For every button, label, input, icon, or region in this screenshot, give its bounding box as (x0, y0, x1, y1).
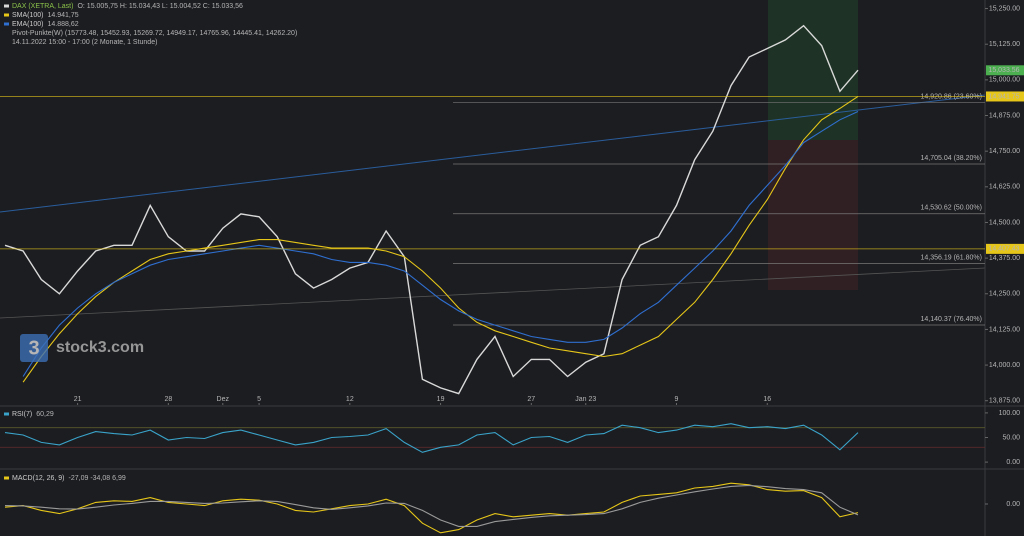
legend-value: O: 15.005,75 H: 15.034,43 L: 15.004,52 C… (77, 3, 243, 10)
x-tick-label: 28 (164, 396, 172, 403)
y-tick-label: 14,500.00 (989, 219, 1020, 226)
x-tick-label: 5 (257, 396, 261, 403)
legend-value: 14.941,75 (48, 12, 79, 19)
legend-value: 14.888,62 (48, 21, 79, 28)
position-profit-zone (768, 0, 858, 140)
legend-name: RSI(7) (12, 411, 32, 418)
legend-swatch (4, 412, 9, 416)
y-tick-label: 14,750.00 (989, 148, 1020, 155)
watermark-glyph: 3 (28, 337, 39, 359)
legend-value: 60,29 (36, 411, 54, 418)
y-tick-label: 14,625.00 (989, 184, 1020, 191)
x-tick-label: 9 (675, 396, 679, 403)
legend-name: SMA(100) (12, 12, 44, 19)
x-tick-label: 12 (346, 396, 354, 403)
legend-swatch (4, 4, 9, 8)
watermark-text: stock3.com (56, 339, 144, 356)
fib-label: 14,705.04 (38.20%) (921, 155, 983, 162)
x-tick-label: 21 (74, 396, 82, 403)
legend-value: -27,09 -34,08 6,99 (69, 475, 126, 482)
y-tick-label: 13,875.00 (989, 398, 1020, 405)
trend-line (0, 94, 986, 213)
y-tick-label: 14,000.00 (989, 362, 1020, 369)
trend-line (0, 267, 986, 319)
legend-name: DAX (XETRA, Last) (12, 3, 73, 10)
fib-label: 14,140.37 (76.40%) (921, 316, 983, 323)
series-line (22, 111, 859, 377)
y-tick-label: 15,125.00 (989, 41, 1020, 48)
series-line (4, 423, 859, 453)
series-line (22, 95, 859, 383)
legend-entry: 14.11.2022 15:00 - 17:00 (2 Monate, 1 St… (12, 39, 157, 46)
price-marker-label: 15,033.56 (988, 67, 1019, 74)
legend-entry: Pivot-Punkte(W) (15773.48, 15452.93, 152… (12, 30, 297, 37)
fib-label: 14,530.62 (50.00%) (921, 205, 983, 212)
price-marker (986, 65, 1024, 76)
position-loss-zone (768, 140, 858, 290)
legend-swatch (4, 13, 9, 17)
x-tick-label: Dez (217, 396, 230, 403)
y-tick-label: 15,000.00 (989, 77, 1020, 84)
price-marker (986, 91, 1024, 102)
series-line (4, 484, 859, 527)
price-marker-label: 14,407.43 (988, 246, 1019, 253)
y-tick-label: 15,250.00 (989, 5, 1020, 12)
y-tick-label: 14,125.00 (989, 326, 1020, 333)
price-marker-label: 14,941.75 (988, 93, 1019, 100)
y-tick-label: 0.00 (1006, 501, 1020, 508)
watermark-logo (20, 334, 48, 362)
legend-entry: EMA(100) 14.888,62 (12, 21, 79, 28)
y-tick-label: 0.00 (1006, 459, 1020, 466)
y-tick-label: 100.00 (999, 410, 1021, 417)
legend-name: MACD(12, 26, 9) (12, 475, 65, 482)
legend-swatch (4, 476, 9, 480)
legend-entry: SMA(100) 14.941,75 (12, 12, 79, 19)
y-tick-label: 14,250.00 (989, 291, 1020, 298)
legend-entry: RSI(7) 60,29 (12, 411, 54, 418)
y-tick-label: 50.00 (1002, 434, 1020, 441)
legend-swatch (4, 22, 9, 26)
x-tick-label: Jan 23 (575, 396, 596, 403)
price-marker (986, 243, 1024, 254)
series-line (4, 482, 859, 534)
series-line (4, 24, 859, 395)
legend-entry: DAX (XETRA, Last) O: 15.005,75 H: 15.034,… (12, 3, 243, 10)
legend-name: EMA(100) (12, 21, 44, 28)
x-tick-label: 16 (763, 396, 771, 403)
y-tick-label: 14,375.00 (989, 255, 1020, 262)
x-tick-label: 27 (527, 396, 535, 403)
x-tick-label: 19 (437, 396, 445, 403)
y-tick-label: 14,875.00 (989, 112, 1020, 119)
fib-label: 14,356.19 (61.80%) (921, 254, 983, 261)
legend-entry: MACD(12, 26, 9) -27,09 -34,08 6,99 (12, 475, 126, 482)
